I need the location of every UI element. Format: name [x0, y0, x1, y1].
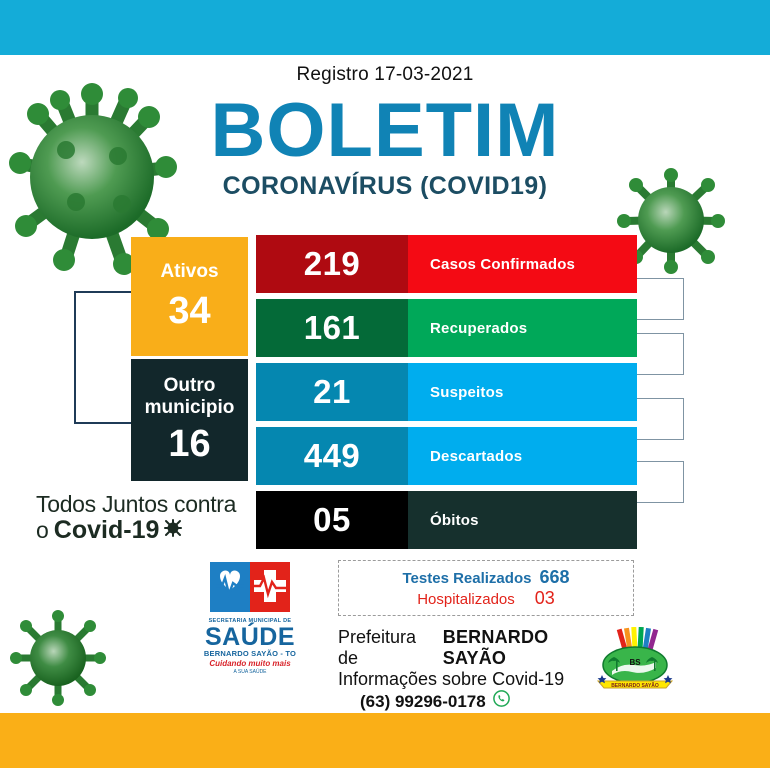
data-row-suspeitos: 21 Suspeitos [256, 363, 637, 421]
stat-block-ativos: Ativos 34 [131, 237, 248, 356]
registro-date: Registro 17-03-2021 [296, 64, 474, 85]
brasao-banner-text: BERNARDO SAYÃO [611, 682, 659, 689]
prefeitura-line: Prefeitura de BERNARDO SAYÃO [338, 627, 608, 669]
decorative-bracket-right-2 [637, 333, 684, 375]
hospitalizados-value: 03 [534, 588, 555, 608]
stat-label-outro-line1: Outro [163, 375, 216, 396]
row-label: Casos Confirmados [408, 235, 637, 293]
phone-number[interactable]: (63) 99296-0178 [360, 691, 486, 711]
stat-label-ativos: Ativos [160, 261, 219, 282]
saude-logo: SECRETARIA MUNICIPAL DE SAÚDE BERNARDO S… [188, 556, 312, 678]
infos-phone-line: (63) 99296-0178 [338, 690, 618, 713]
stat-value-outro: 16 [168, 423, 211, 465]
hospitalizados-line: Hospitalizados 03 [339, 588, 633, 609]
testes-realizados-value: 668 [539, 567, 570, 587]
saude-logo-top-text: SECRETARIA MUNICIPAL DE [208, 618, 292, 624]
saude-logo-main-text: SAÚDE [204, 623, 295, 651]
slogan-block: Todos Juntos contra o Covid-19 [36, 491, 251, 544]
testes-summary-box: Testes Realizados 668 Hospitalizados 03 [338, 560, 634, 616]
testes-realizados-label: Testes Realizados [402, 570, 532, 587]
row-value: 449 [256, 427, 408, 485]
stat-block-outro-municipio: Outro municipio 16 [131, 359, 248, 481]
title-block: BOLETIM CORONAVÍRUS (COVID19) [0, 88, 770, 201]
saude-logo-slogan: Cuidando muito mais [209, 659, 291, 668]
brasao-initials: BS [629, 658, 641, 667]
stat-value-ativos: 34 [168, 290, 211, 332]
hospitalizados-label: Hospitalizados [417, 591, 515, 608]
row-value: 161 [256, 299, 408, 357]
row-label: Recuperados [408, 299, 637, 357]
saude-logo-tiny-text: A SUA SAÚDE [233, 669, 267, 675]
slogan-line-2: o Covid-19 [36, 517, 251, 543]
virus-illustration-bottom-left [8, 608, 108, 708]
bottom-color-bar [0, 713, 770, 768]
page-title: BOLETIM [210, 88, 560, 173]
prefeitura-name: BERNARDO SAYÃO [442, 627, 549, 668]
decorative-bracket-right-4 [637, 461, 684, 503]
slogan-prefix: o [36, 517, 49, 543]
page-subtitle: CORONAVÍRUS (COVID19) [222, 172, 548, 200]
decorative-bracket-right-1 [637, 278, 684, 320]
data-row-descartados: 449 Descartados [256, 427, 637, 485]
slogan-line-1: Todos Juntos contra [36, 491, 237, 517]
testes-realizados-line: Testes Realizados 668 [339, 567, 633, 588]
saude-logo-marks [188, 556, 312, 618]
data-row-casos-confirmados: 219 Casos Confirmados [256, 235, 637, 293]
data-row-obitos: 05 Óbitos [256, 491, 637, 549]
row-value: 219 [256, 235, 408, 293]
virus-glyph-icon [163, 517, 183, 543]
row-value: 05 [256, 491, 408, 549]
row-label: Suspeitos [408, 363, 637, 421]
data-row-recuperados: 161 Recuperados [256, 299, 637, 357]
slogan-strong: Covid-19 [53, 516, 160, 544]
saude-logo-sub-text: BERNARDO SAYÃO - TO [203, 649, 297, 658]
stat-label-outro-line2: municipio [144, 397, 235, 418]
prefeitura-prefix: Prefeitura de [338, 627, 417, 668]
whatsapp-icon[interactable] [492, 690, 510, 713]
row-label: Óbitos [408, 491, 637, 549]
infos-label: Informações sobre Covid-19 [338, 669, 565, 689]
infos-block: Informações sobre Covid-19 (63) 99296-01… [338, 668, 618, 713]
top-color-bar [0, 0, 770, 55]
row-value: 21 [256, 363, 408, 421]
brasao-bernardo-sayao: BS BERNARDO SAYÃO [592, 626, 678, 695]
row-label: Descartados [408, 427, 637, 485]
decorative-bracket-right-3 [637, 398, 684, 440]
